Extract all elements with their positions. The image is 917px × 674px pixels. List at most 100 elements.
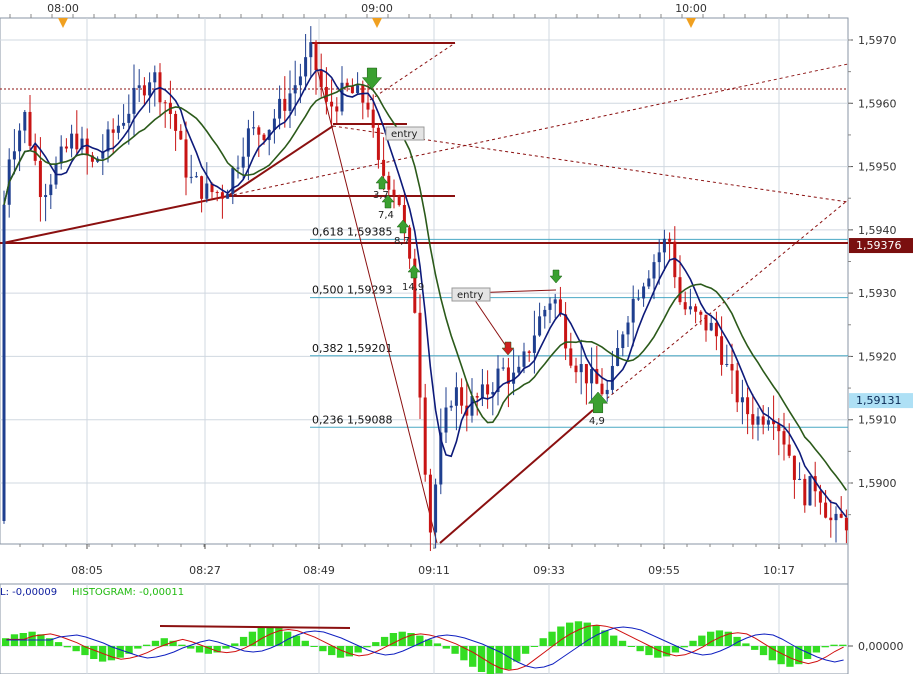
bear-candle [28,111,32,146]
bull-candle [298,76,302,86]
bear-candle [335,106,339,112]
bear-candle [824,502,828,518]
grid-lines [0,18,848,674]
bull-candle [808,476,812,506]
macd-histogram-bar [451,646,459,654]
macd-plot-area[interactable] [0,583,849,674]
bull-candle [434,484,438,533]
macd-histogram-bar [698,635,706,646]
bear-candle [678,277,682,303]
macd-histogram-bar [795,646,803,665]
bull-candle [194,176,198,178]
macd-histogram-label: HISTOGRAM: -0,00011 [72,587,184,598]
bull-candle [491,392,495,395]
bear-candle [584,364,588,384]
bull-candle [272,118,276,130]
fib-anchor-line [314,59,438,544]
axes: 1,5970 1,5960 1,5950 1,5940 1,5930 1,5920 1,59… [9,2,913,577]
macd-histogram-bar [301,640,309,646]
bear-candle [413,258,417,313]
price-tag [849,238,913,254]
macd-histogram-bar [257,627,265,646]
bull-candle [657,252,661,263]
macd-signal-label: L: -0,00009 [0,587,57,598]
x-tick-label: 08:49 [303,564,335,577]
bull-candle [522,351,526,367]
bear-candle [844,517,848,531]
y-tick-label: 1,5970 [858,34,897,47]
macd-histogram-bar [81,646,89,656]
bear-candle [392,189,396,196]
buy-arrow-icon [587,391,609,414]
bear-candle [111,129,115,133]
macd-line [6,624,844,671]
x-tick-label: 08:05 [71,564,103,577]
bear-candle [751,414,755,425]
fib-level-label: 0,500 1,59293 [312,284,392,297]
rising-trendline-1 [2,195,229,244]
bear-candle [402,205,406,228]
macd-histogram-bar [645,646,653,656]
bull-candle [236,167,240,169]
x-tick-label: 10:17 [763,564,795,577]
bear-candle [85,138,89,156]
buy-arrow-icon [375,175,389,190]
macd-histogram-bar [751,646,759,650]
bear-candle [262,134,266,141]
bear-candle [38,160,42,198]
macd-histogram-bar [143,644,151,646]
macd-histogram-bar [345,646,353,657]
entry-label: entry [457,290,484,301]
fibonacci-levels: 0,618 1,59385 0,500 1,59293 0,382 1,59201 0… [310,225,848,428]
bear-candle [730,364,734,371]
price-tag-label: 1,59376 [856,239,902,252]
bear-candle [699,311,703,315]
bear-candle [782,431,786,445]
time-marker-icon [372,18,382,28]
bear-candle [371,109,375,128]
fib-level-label: 0,618 1,59385 [312,225,392,238]
macd-histogram-bar [380,636,389,646]
y-tick-label: 1,5910 [858,414,897,427]
bull-candle [340,82,344,112]
bull-candle [626,322,630,335]
macd-histogram-bar [354,646,362,653]
bull-candle [605,389,609,395]
bull-candle [470,396,474,416]
bull-candle [226,193,230,199]
macd-histogram-bar [469,646,477,667]
macd-histogram-bar [477,646,486,672]
macd-histogram-bar [107,646,116,661]
bull-candle [543,309,547,317]
macd-histogram-bar [231,643,239,646]
bull-candle [70,133,74,149]
bear-candle [184,139,188,178]
bear-candle [350,86,354,94]
bear-candle [387,175,391,190]
macd-histogram-bar [574,621,583,646]
signal-line [6,626,844,669]
entry-label-box [451,287,491,302]
bull-candle [590,368,594,384]
recovery-extension [592,199,849,411]
bull-candle [49,184,53,196]
bull-candle [293,85,297,94]
entry-pointer-line [469,292,511,353]
bull-candle [548,303,552,310]
bear-candle [475,396,479,398]
bull-candle [652,262,656,279]
macd-histogram-bar [416,635,424,646]
buy-arrow-icon [407,264,421,279]
bull-candle [688,306,692,310]
bear-candle [486,384,490,395]
trade-annotation: 7,4 [378,210,394,221]
bear-candle [33,145,37,161]
macd-histogram-bar [495,646,503,674]
macd-histogram-bar [169,640,177,646]
bear-candle [600,383,604,395]
bear-candle [163,102,167,104]
macd-divergence-line [159,625,351,629]
bear-candle [220,192,224,199]
x-tick-label: 08:27 [189,564,221,577]
